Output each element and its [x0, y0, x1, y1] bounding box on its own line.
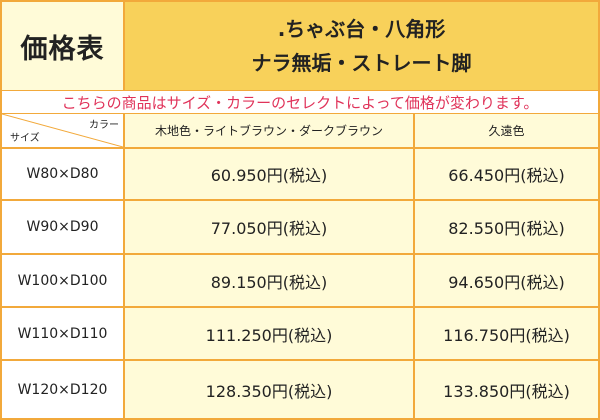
price-value: 128.350円(税込) — [205, 381, 333, 401]
badge-label: 価格表 — [20, 33, 105, 65]
row-size-w110: W110×D110 — [2, 308, 123, 359]
size-label: W80×D80 — [26, 166, 99, 182]
price-cell: 111.250円(税込) — [125, 308, 413, 359]
price-cell: 128.350円(税込) — [125, 361, 413, 418]
column-header-label: 木地色・ライトブラウン・ダークブラウン — [154, 124, 383, 138]
price-cell: 82.550円(税込) — [415, 201, 598, 253]
column-header-natural-colors: 木地色・ライトブラウン・ダークブラウン — [125, 114, 413, 147]
row-size-w100: W100×D100 — [2, 255, 123, 306]
product-title: .ちゃぶ台・八角形 ナラ無垢・ストレート脚 — [125, 2, 598, 90]
corner-diagonal-line — [2, 114, 123, 147]
price-value: 133.850円(税込) — [443, 381, 570, 401]
product-title-line2: ナラ無垢・ストレート脚 — [251, 51, 472, 75]
size-label: W110×D110 — [17, 325, 108, 342]
size-label: W90×D90 — [26, 219, 99, 235]
corner-size-label: サイズ — [10, 133, 40, 144]
price-cell: 66.450円(税込) — [415, 149, 598, 199]
price-value: 116.750円(税込) — [443, 325, 570, 345]
row-size-w90: W90×D90 — [2, 201, 123, 253]
size-label: W100×D100 — [17, 272, 108, 289]
price-table-badge: 価格表 — [2, 2, 123, 90]
price-value: 111.250円(税込) — [205, 325, 333, 345]
price-value: 94.650円(税込) — [448, 272, 565, 292]
price-value: 77.050円(税込) — [210, 219, 328, 238]
price-cell: 94.650円(税込) — [415, 255, 598, 306]
price-cell: 89.150円(税込) — [125, 255, 413, 306]
price-cell: 116.750円(税込) — [415, 308, 598, 359]
product-title-line1: .ちゃぶ台・八角形 — [277, 17, 446, 41]
row-size-w80: W80×D80 — [2, 149, 123, 199]
price-cell: 60.950円(税込) — [125, 149, 413, 199]
corner-color-label: カラー — [89, 120, 119, 131]
price-value: 60.950円(税込) — [210, 166, 328, 185]
price-notice-text: こちらの商品はサイズ・カラーのセレクトによって価格が変わります。 — [61, 93, 539, 112]
size-label: W120×D120 — [17, 381, 108, 398]
price-value: 66.450円(税込) — [448, 166, 565, 185]
row-size-w120: W120×D120 — [2, 361, 123, 418]
price-cell: 77.050円(税込) — [125, 201, 413, 253]
price-cell: 133.850円(税込) — [415, 361, 598, 418]
price-notice: こちらの商品はサイズ・カラーのセレクトによって価格が変わります。 — [2, 91, 598, 113]
column-header-label: 久遠色 — [488, 124, 525, 138]
price-value: 89.150円(税込) — [210, 272, 328, 292]
column-header-kuon: 久遠色 — [415, 114, 598, 147]
table-corner-cell: カラー サイズ — [2, 114, 123, 147]
price-value: 82.550円(税込) — [448, 219, 565, 238]
